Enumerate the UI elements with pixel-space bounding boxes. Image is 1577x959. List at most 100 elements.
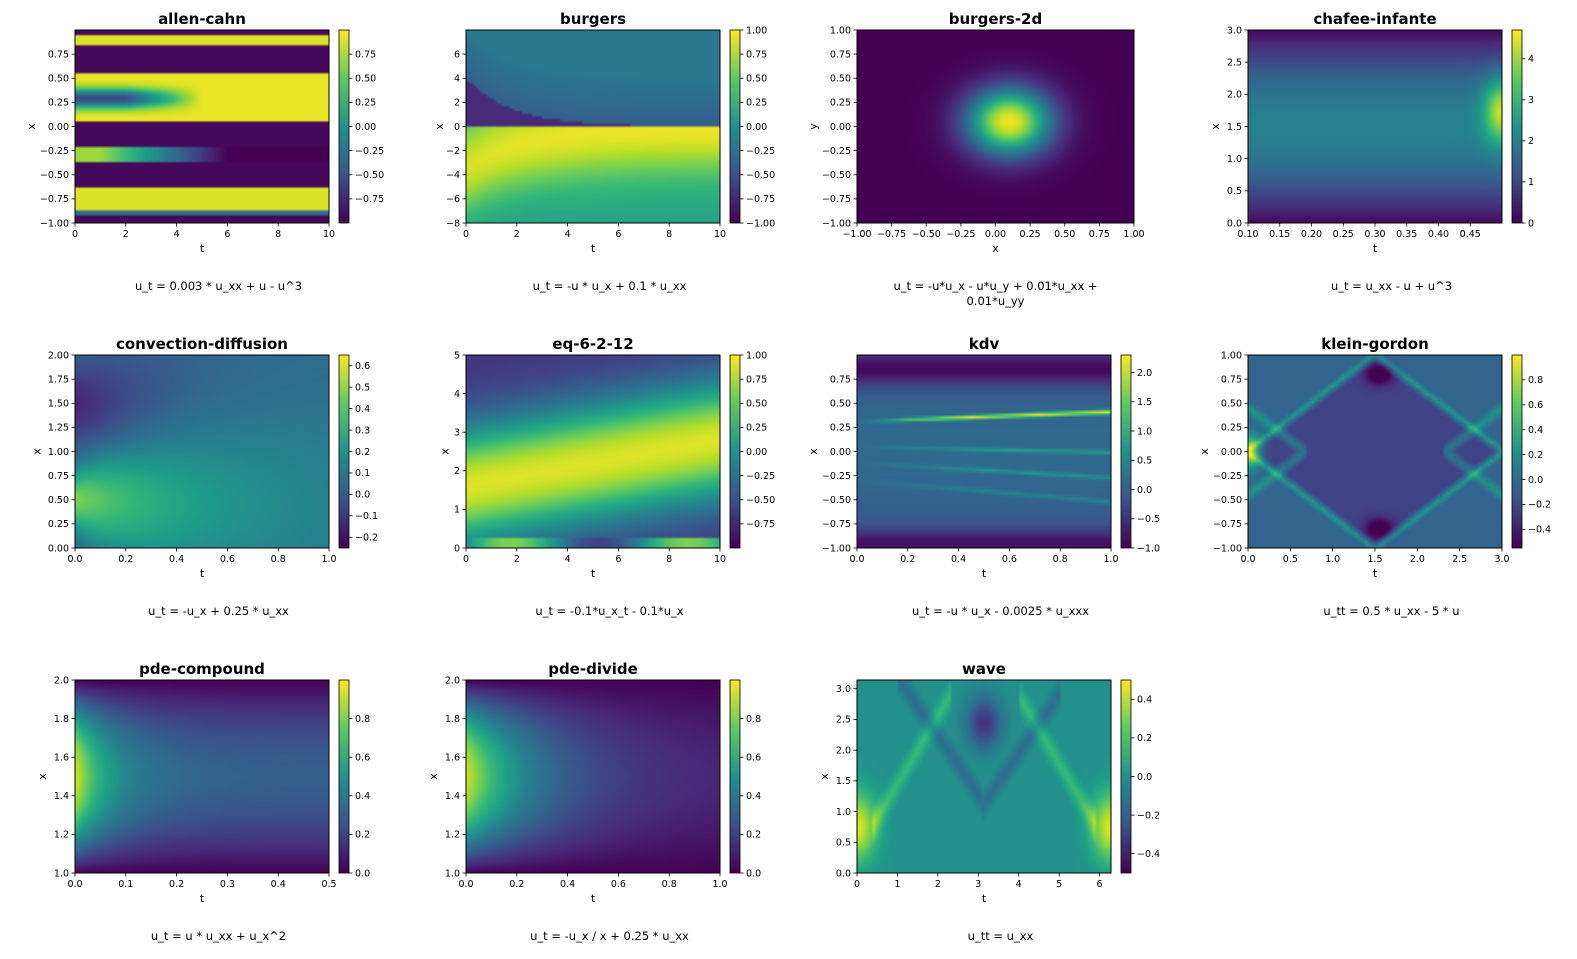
y-tick-label: 0.00 <box>830 447 851 458</box>
y-tick-label: 0.5 <box>836 838 851 849</box>
x-tick-label: 2.5 <box>1452 554 1467 565</box>
y-tick-label: 0.00 <box>830 122 851 133</box>
y-tick-label: −0.50 <box>822 170 851 181</box>
y-tick-label: 0.75 <box>48 471 69 482</box>
x-tick-label: 0.6 <box>611 879 626 890</box>
colorbar-tick-label: 0 <box>1528 218 1534 229</box>
colorbar-tick-label: 0.2 <box>1137 733 1152 744</box>
colorbar-tick-label: 0.6 <box>355 753 370 764</box>
colorbar-tick-label: −0.50 <box>355 170 384 181</box>
colorbar-tick-label: −1.0 <box>1137 543 1160 554</box>
colorbar-tick-label: −0.75 <box>355 194 384 205</box>
x-tick-label: 0.0 <box>1240 554 1255 565</box>
colorbar-tick-label: 0.25 <box>746 423 767 434</box>
equation-caption: u_t = u_xx - u + u^3 <box>1331 279 1452 293</box>
colorbar-tick-label: 0.6 <box>1528 400 1543 411</box>
y-tick-label: 1.6 <box>445 753 460 764</box>
y-tick-label: −1.00 <box>40 218 69 229</box>
heatmap-pde-divide <box>466 680 720 873</box>
x-tick-label: 0.8 <box>271 554 286 565</box>
x-tick-label: 4 <box>1016 879 1022 890</box>
colorbar-tick-label: 0.50 <box>746 399 767 410</box>
y-tick-label: −8 <box>446 218 460 229</box>
x-axis-label: t <box>982 892 987 905</box>
heatmap-convection-diffusion <box>75 355 329 548</box>
heatmap-eq-6-2-12 <box>466 355 720 548</box>
colorbar <box>1511 354 1523 549</box>
x-tick-label: 2 <box>935 879 941 890</box>
subplot-title: burgers <box>560 10 626 28</box>
y-tick-label: 0.50 <box>48 495 69 506</box>
equation-caption: u_t = -u*u_x - u*u_y + 0.01*u_xx + <box>893 279 1097 293</box>
x-tick-label: 0.5 <box>321 879 336 890</box>
x-tick-label: 0.45 <box>1460 229 1481 240</box>
colorbar-tick-label: 0.50 <box>355 74 376 85</box>
x-tick-label: 3 <box>975 879 981 890</box>
y-tick-label: 1.0 <box>54 868 69 879</box>
y-tick-label: 0.25 <box>830 98 851 109</box>
equation-caption: u_t = -0.1*u_x_t - 0.1*u_x <box>535 604 683 618</box>
x-tick-label: 4 <box>174 229 180 240</box>
x-tick-label: 8 <box>275 229 281 240</box>
y-tick-label: 1.5 <box>836 776 851 787</box>
colorbar-tick-label: 0.8 <box>1528 375 1543 386</box>
y-tick-label: 1.4 <box>445 791 460 802</box>
colorbar-tick-label: 0.2 <box>746 830 761 841</box>
x-tick-label: 10 <box>714 229 726 240</box>
heatmap-klein-gordon <box>1248 355 1502 548</box>
subplot-title: chafee-infante <box>1313 10 1436 28</box>
y-tick-label: 3.0 <box>836 684 851 695</box>
x-tick-label: 1.5 <box>1367 554 1382 565</box>
y-tick-label: −1.00 <box>822 218 851 229</box>
colorbar-tick-label: −0.75 <box>746 194 775 205</box>
colorbar-tick-label: 2.0 <box>1137 368 1152 379</box>
colorbar-tick-label: −0.4 <box>1137 849 1160 860</box>
subplot-title: eq-6-2-12 <box>552 335 633 353</box>
colorbar-tick-label: −0.50 <box>746 170 775 181</box>
y-tick-label: 0.25 <box>48 519 69 530</box>
colorbar-tick-label: 0.2 <box>355 447 370 458</box>
x-tick-label: 2 <box>514 554 520 565</box>
equation-caption: u_t = -u * u_x - 0.0025 * u_xxx <box>912 604 1089 618</box>
y-tick-label: −0.75 <box>822 519 851 530</box>
x-tick-label: 0.0 <box>67 879 82 890</box>
x-axis-label: t <box>200 892 205 905</box>
subplot-title: wave <box>962 660 1006 678</box>
x-tick-label: 0.25 <box>1020 229 1041 240</box>
x-axis-label: t <box>200 242 205 255</box>
x-tick-label: 0.10 <box>1237 229 1258 240</box>
x-tick-label: 10 <box>323 229 335 240</box>
colorbar-tick-label: 2 <box>1528 136 1534 147</box>
colorbar-tick-label: −0.50 <box>746 495 775 506</box>
y-tick-label: 0.75 <box>48 49 69 60</box>
x-tick-label: 0 <box>463 229 469 240</box>
axes-frame <box>465 679 721 874</box>
x-tick-label: 0.2 <box>169 879 184 890</box>
x-tick-label: −0.25 <box>946 229 975 240</box>
heatmap-kdv <box>857 355 1111 548</box>
y-tick-label: 2.5 <box>1227 57 1242 68</box>
y-tick-label: 0.00 <box>48 543 69 554</box>
y-tick-label: 2 <box>454 98 460 109</box>
x-tick-label: 8 <box>666 229 672 240</box>
equation-caption: u_t = -u_x / x + 0.25 * u_xx <box>530 929 689 943</box>
y-tick-label: −2 <box>446 146 460 157</box>
y-axis-label: x <box>433 123 446 130</box>
x-tick-label: 0.2 <box>900 554 915 565</box>
x-tick-label: 10 <box>714 554 726 565</box>
x-tick-label: 1.0 <box>1325 554 1340 565</box>
colorbar-tick-label: 1.00 <box>746 350 767 361</box>
y-tick-label: 2.0 <box>836 745 851 756</box>
x-tick-label: 0.25 <box>1333 229 1354 240</box>
colorbar-tick-label: 0.8 <box>746 714 761 725</box>
equation-caption: u_tt = u_xx <box>968 929 1034 943</box>
colorbar <box>1120 354 1132 549</box>
colorbar-tick-label: 1.0 <box>1137 426 1152 437</box>
x-tick-label: 0.3 <box>220 879 235 890</box>
x-tick-label: 4 <box>565 554 571 565</box>
y-tick-label: −0.75 <box>40 194 69 205</box>
x-tick-label: 0.2 <box>509 879 524 890</box>
y-axis-label: x <box>1198 448 1211 455</box>
x-tick-label: 1.00 <box>1123 229 1144 240</box>
